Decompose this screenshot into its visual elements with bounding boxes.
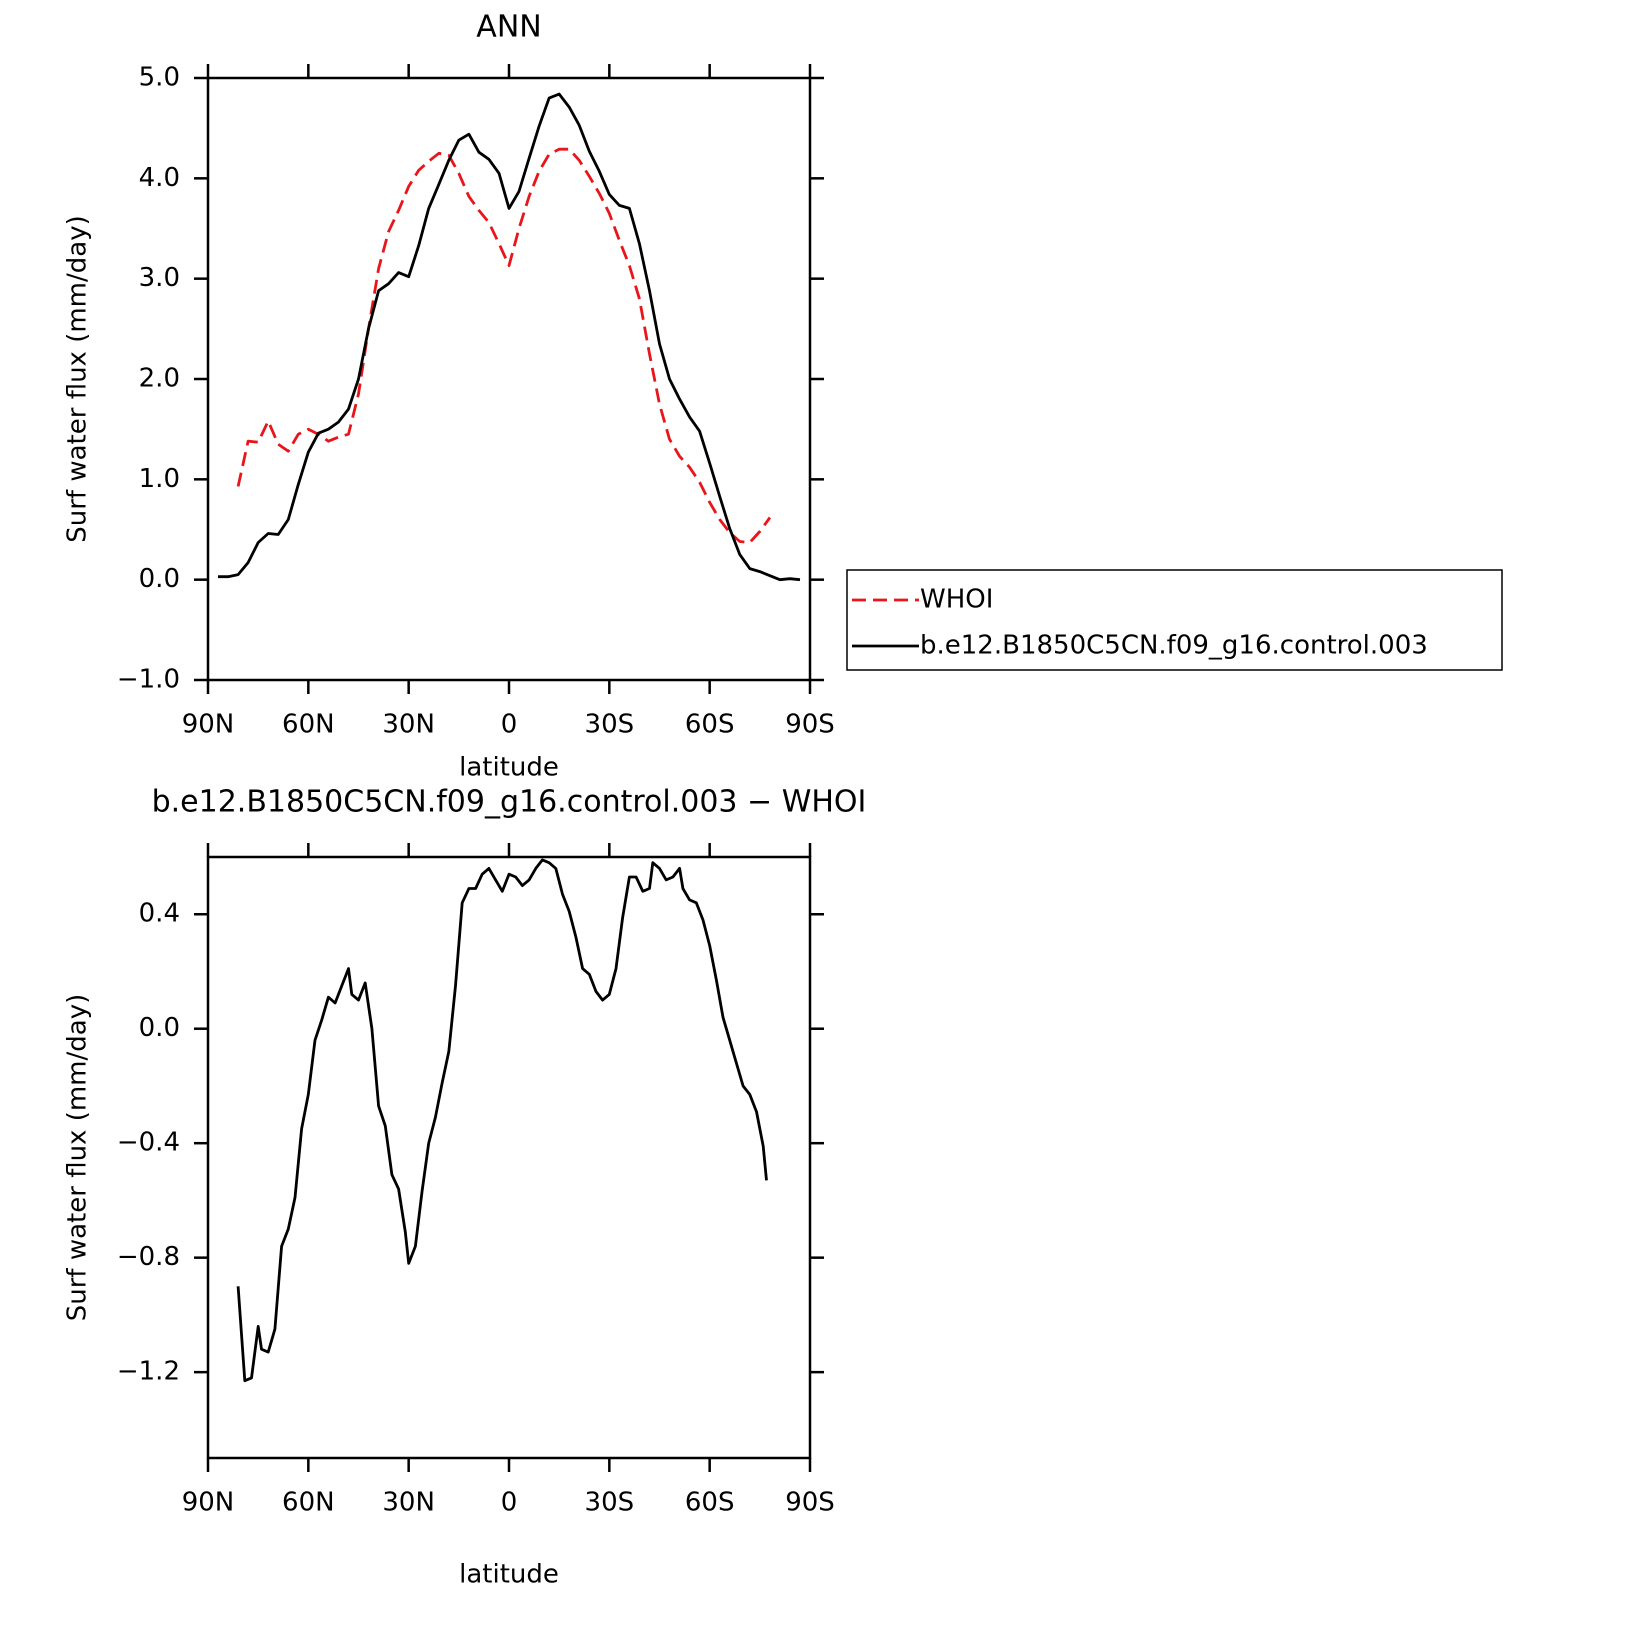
x-tick-label: 60S xyxy=(685,1488,735,1518)
x-tick-label: 30S xyxy=(585,710,635,740)
y-tick-label: 0.0 xyxy=(139,564,180,594)
legend-box xyxy=(846,569,1503,671)
y-tick-label: −1.0 xyxy=(117,665,180,695)
chart-title: b.e12.B1850C5CN.f09_g16.control.003 − WH… xyxy=(152,785,867,820)
x-tick-label: 30S xyxy=(585,1488,635,1518)
x-tick-label: 0 xyxy=(501,710,518,740)
y-tick-label: −0.4 xyxy=(117,1128,180,1158)
y-tick-label: 2.0 xyxy=(139,364,180,394)
data-line xyxy=(218,92,801,582)
x-tick-label: 60S xyxy=(685,710,735,740)
y-tick-label: −0.8 xyxy=(117,1242,180,1272)
x-tick-label: 90N xyxy=(182,1488,235,1518)
y-tick-label: 5.0 xyxy=(139,63,180,93)
y-axis-label: Surf water flux (mm/day) xyxy=(63,215,93,542)
x-tick-label: 30N xyxy=(382,1488,435,1518)
data-line xyxy=(236,147,772,544)
x-tick-label: 90N xyxy=(182,710,235,740)
y-tick-label: 0.0 xyxy=(139,1013,180,1043)
chart-title: ANN xyxy=(476,10,541,45)
y-tick-label: 3.0 xyxy=(139,263,180,293)
y-tick-label: 4.0 xyxy=(139,163,180,193)
x-axis-label: latitude xyxy=(459,753,559,783)
legend-label: b.e12.B1850C5CN.f09_g16.control.003 xyxy=(920,631,1428,661)
x-tick-label: 0 xyxy=(501,1488,518,1518)
legend-label: WHOI xyxy=(920,585,993,615)
plot-frame xyxy=(206,76,812,682)
x-tick-label: 90S xyxy=(785,710,835,740)
x-tick-label: 60N xyxy=(282,710,335,740)
y-tick-label: −1.2 xyxy=(117,1357,180,1387)
x-tick-label: 60N xyxy=(282,1488,335,1518)
y-tick-label: 1.0 xyxy=(139,464,180,494)
x-axis-label: latitude xyxy=(459,1560,559,1590)
data-line xyxy=(236,858,768,1383)
y-axis-label: Surf water flux (mm/day) xyxy=(63,994,93,1321)
x-tick-label: 90S xyxy=(785,1488,835,1518)
x-tick-label: 30N xyxy=(382,710,435,740)
y-tick-label: 0.4 xyxy=(139,899,180,929)
